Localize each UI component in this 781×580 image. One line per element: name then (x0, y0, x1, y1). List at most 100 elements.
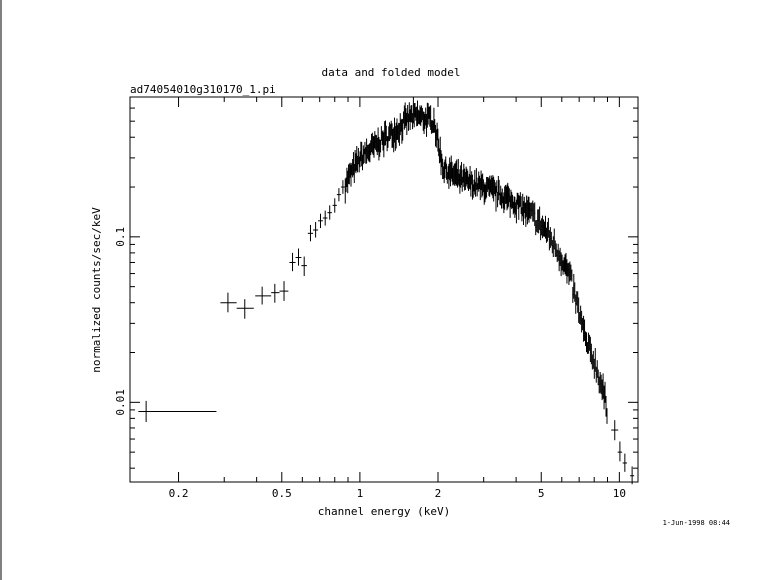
dense-data-point (576, 291, 578, 306)
dense-data-point (539, 206, 541, 230)
dense-data-point (463, 163, 465, 187)
dense-data-point (461, 176, 463, 192)
dense-data-point (368, 143, 370, 162)
dense-data-point (511, 194, 513, 209)
dense-data-point (596, 360, 598, 378)
dense-data-point (417, 109, 419, 124)
dense-data-point (360, 141, 362, 162)
dense-data-point (381, 131, 383, 145)
dense-data-point (363, 148, 365, 164)
dense-data-point (583, 315, 585, 342)
data-point (271, 283, 280, 303)
dense-data-point (398, 123, 400, 146)
dense-data-point (544, 215, 546, 239)
dense-data-point (393, 127, 395, 153)
dense-data-point (443, 162, 445, 184)
dense-data-point (513, 196, 515, 213)
dense-data-point (533, 203, 535, 222)
dense-data-point (512, 201, 514, 215)
dense-data-point (390, 120, 392, 136)
dense-data-point (429, 106, 431, 127)
y-axis-label: normalized counts/sec/keV (90, 207, 103, 373)
dense-data-point (354, 149, 356, 172)
dense-data-point (529, 202, 531, 219)
dense-data-point (496, 180, 498, 193)
dense-data-point (501, 188, 503, 204)
dense-data-point (482, 179, 484, 193)
dense-data-point (527, 196, 529, 220)
dense-data-point (375, 135, 377, 152)
data-point (318, 213, 323, 229)
dense-data-point (543, 219, 545, 237)
dense-data-point (599, 371, 601, 393)
dense-data-point (352, 159, 354, 178)
dense-data-point (457, 168, 459, 188)
dense-data-point (411, 104, 413, 123)
dense-data-point (431, 120, 433, 134)
y-tick-label: 0.01 (114, 389, 127, 416)
dense-data-point (457, 158, 459, 185)
dense-data-point (464, 171, 466, 190)
dense-data-point (523, 196, 525, 213)
dense-data-point (378, 136, 380, 161)
dense-data-point (571, 269, 573, 282)
dense-data-point (416, 100, 418, 126)
dense-data-point (557, 243, 559, 261)
dense-data-point (555, 243, 557, 257)
dense-data-point (505, 186, 507, 204)
y-tick-label: 0.1 (114, 227, 127, 247)
dense-data-point (580, 305, 582, 325)
dense-data-point (465, 166, 467, 187)
dense-data-point (478, 171, 480, 192)
dense-data-point (446, 172, 448, 184)
data-point (322, 210, 328, 226)
dense-data-point (546, 221, 548, 242)
dense-data-point (453, 163, 455, 186)
dense-data-point (522, 193, 524, 217)
dense-data-point (389, 124, 391, 140)
dense-data-point (521, 207, 523, 222)
dense-data-point (574, 282, 576, 302)
dense-data-point (456, 159, 458, 186)
dense-data-point (351, 162, 353, 176)
dense-data-point (355, 153, 357, 174)
dense-data-point (542, 215, 544, 239)
dense-data-point (538, 209, 540, 234)
dense-data-point (348, 163, 350, 185)
dense-data-point (435, 129, 437, 148)
dense-data-point (594, 347, 596, 372)
chart-subtitle: ad74054010g310170_1.pi (130, 83, 276, 96)
x-tick-label: 1 (357, 487, 364, 500)
dense-data-point (435, 124, 437, 147)
dense-data-point (452, 167, 454, 186)
dense-data-point (404, 102, 406, 128)
dense-data-point (352, 152, 354, 176)
dense-data-point (441, 153, 443, 168)
dense-data-point (450, 155, 452, 179)
dense-data-point (561, 254, 563, 271)
dense-data-point (366, 144, 368, 159)
dense-data-point (500, 192, 502, 209)
dense-data-point (515, 199, 517, 224)
data-point (255, 286, 272, 305)
dense-data-point (486, 176, 488, 198)
dense-data-point (564, 254, 566, 275)
dense-data-point (392, 128, 394, 148)
dense-data-point (410, 105, 412, 122)
dense-data-point (559, 247, 561, 267)
data-point (336, 188, 341, 202)
dense-data-point (495, 186, 497, 212)
dense-data-point (606, 408, 608, 424)
dense-data-point (364, 141, 366, 155)
dense-data-point (536, 220, 538, 232)
dense-data-point (569, 261, 571, 282)
dense-data-point (447, 166, 449, 179)
dense-data-point (516, 192, 518, 205)
dense-data-point (430, 120, 432, 134)
dense-data-point (403, 111, 405, 124)
dense-data-point (537, 209, 539, 233)
dense-data-point (551, 240, 553, 254)
dense-data-point (556, 249, 558, 263)
data-series (138, 97, 635, 485)
